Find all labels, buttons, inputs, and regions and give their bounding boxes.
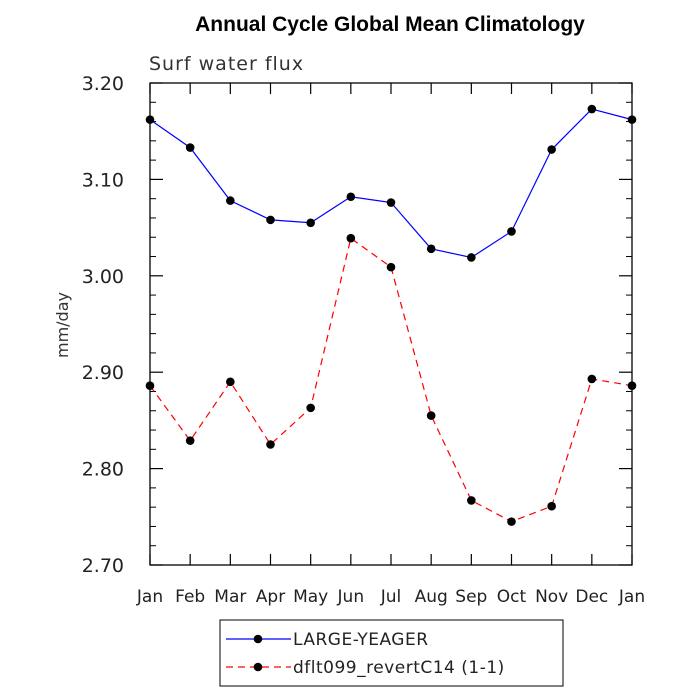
x-tick-label: Jan (136, 587, 163, 607)
legend-marker-dflt099 (253, 662, 263, 672)
legend: LARGE-YEAGER dflt099_revertC14 (1-1) (219, 619, 564, 687)
data-point (346, 192, 356, 202)
data-point (346, 233, 356, 243)
y-tick-label: 2.90 (82, 362, 124, 384)
x-tick-label: Jul (380, 587, 402, 607)
y-tick-label: 2.80 (82, 459, 124, 481)
y-tick-labels: 2.70 2.80 2.90 3.00 3.10 3.20 (82, 73, 124, 577)
data-point (266, 215, 275, 225)
series-1 (145, 233, 637, 526)
data-point (547, 501, 556, 511)
chart-subtitle: Surf water flux (149, 53, 304, 75)
x-tick-label: Oct (497, 587, 527, 607)
data-point (185, 143, 195, 152)
data-point (306, 403, 315, 413)
x-tick-label: Mar (214, 587, 246, 607)
plot-frame (149, 82, 633, 566)
x-tick-labels: Jan Feb Mar Apr May Jun Jul Aug Sep Oct Nov Dec Jan (136, 587, 645, 607)
data-point (587, 104, 597, 114)
series-0 (145, 104, 637, 262)
y-axis-label: mm/day (53, 292, 72, 358)
legend-box (219, 619, 564, 687)
y-tick-label: 3.20 (82, 73, 124, 95)
data-point (226, 377, 235, 387)
legend-label-dflt099: dflt099_revertC14 (1-1) (293, 658, 505, 678)
y-tick-label: 2.70 (82, 555, 124, 577)
x-tick-label: Nov (535, 587, 568, 607)
data-point (426, 411, 436, 420)
data-point (547, 145, 556, 154)
data-point (426, 244, 436, 254)
series-group (145, 104, 637, 526)
legend-label-large-yeager: LARGE-YEAGER (293, 630, 429, 650)
axis-ticks (149, 82, 633, 566)
x-tick-label: Jan (618, 587, 645, 607)
data-point (507, 227, 516, 236)
x-tick-label: Dec (575, 587, 608, 607)
series-line (149, 237, 633, 523)
y-tick-label: 3.00 (82, 266, 124, 288)
data-point (507, 517, 516, 526)
data-point (185, 436, 195, 445)
chart-title: Annual Cycle Global Mean Climatology (195, 13, 585, 36)
legend-marker-large-yeager (253, 634, 263, 644)
data-point (226, 196, 235, 205)
data-point (467, 253, 476, 262)
data-point (467, 496, 476, 505)
data-point (386, 198, 396, 207)
y-tick-label: 3.10 (82, 169, 124, 191)
data-point (386, 262, 396, 272)
x-tick-label: Sep (455, 587, 487, 607)
data-point (266, 440, 275, 449)
x-tick-label: Feb (175, 587, 205, 607)
data-point (306, 218, 315, 228)
x-tick-label: Jun (337, 587, 365, 607)
data-point (587, 374, 597, 384)
series-line (149, 108, 633, 259)
x-tick-label: May (293, 587, 328, 607)
x-tick-label: Aug (415, 587, 448, 607)
x-tick-label: Apr (256, 587, 285, 607)
